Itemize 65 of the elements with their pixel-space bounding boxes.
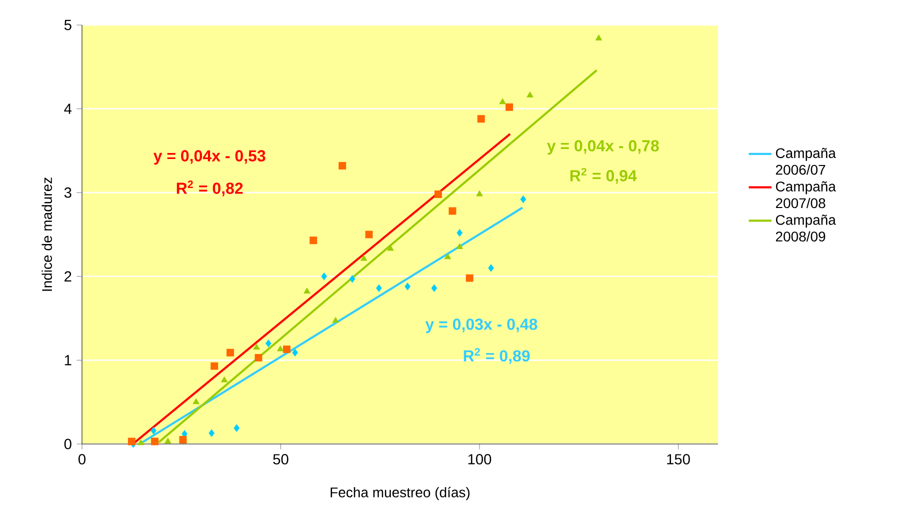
point xyxy=(304,288,310,294)
point xyxy=(456,229,462,237)
point xyxy=(164,438,172,444)
point xyxy=(277,346,284,352)
y-tick-label: 5 xyxy=(64,20,72,30)
point xyxy=(448,207,456,215)
point xyxy=(387,245,394,251)
point xyxy=(332,317,339,323)
point xyxy=(595,34,602,40)
point xyxy=(150,426,156,434)
point xyxy=(210,362,218,370)
point xyxy=(526,92,534,98)
annotation: R$^{2}$ = 0,94 xyxy=(570,168,637,184)
y-tick-label: 4 xyxy=(64,104,72,114)
point xyxy=(376,284,382,292)
point xyxy=(179,436,187,444)
x-tick-label: 0 xyxy=(78,454,86,464)
point xyxy=(292,348,298,356)
point xyxy=(338,162,346,170)
point xyxy=(520,196,526,204)
point xyxy=(506,103,514,111)
point xyxy=(266,340,272,348)
point xyxy=(360,255,368,261)
annotation: y = 0,03x - 0,48 xyxy=(425,318,538,334)
point xyxy=(138,439,144,446)
y-axis-title: Indice de madurez xyxy=(42,178,52,291)
legend-label: Campaña 2008/09 xyxy=(776,214,836,242)
annotation: y = 0,04x - 0,53 xyxy=(153,150,266,165)
point xyxy=(365,230,373,238)
point xyxy=(128,438,136,446)
y-tick-label: 1 xyxy=(64,355,72,366)
y-tick-label: 0 xyxy=(64,438,72,450)
point xyxy=(310,236,318,244)
point xyxy=(226,348,234,356)
point xyxy=(349,275,356,283)
x-tick-label: 100 xyxy=(468,454,492,464)
point xyxy=(499,98,506,104)
point xyxy=(431,284,438,292)
point xyxy=(254,354,262,362)
point xyxy=(456,243,463,250)
point xyxy=(151,438,158,446)
point xyxy=(476,190,483,196)
point xyxy=(404,282,410,290)
point xyxy=(321,272,327,280)
y-tick-label: 3 xyxy=(64,187,72,198)
point xyxy=(434,190,442,198)
legend-label: Campaña 2006/07 xyxy=(776,148,836,175)
point xyxy=(488,264,494,272)
point xyxy=(282,346,290,354)
annotation: R$^{2}$ = 0,82 xyxy=(176,180,243,196)
x-tick-label: 150 xyxy=(667,454,690,464)
point xyxy=(192,398,200,404)
point xyxy=(444,253,451,260)
annotation: y = 0,04x - 0,78 xyxy=(546,140,659,155)
x-axis-title: Fecha muestreo (días) xyxy=(330,486,470,500)
point xyxy=(477,115,485,123)
legend-label: Campaña 2007/08 xyxy=(776,181,836,208)
point xyxy=(234,424,240,432)
x-tick-label: 50 xyxy=(273,454,288,464)
point xyxy=(253,344,260,350)
y-tick-label: 2 xyxy=(64,271,72,282)
point xyxy=(221,376,228,382)
point xyxy=(208,429,214,437)
point xyxy=(466,274,474,282)
annotation: R$^{2}$ = 0,89 xyxy=(464,348,530,364)
